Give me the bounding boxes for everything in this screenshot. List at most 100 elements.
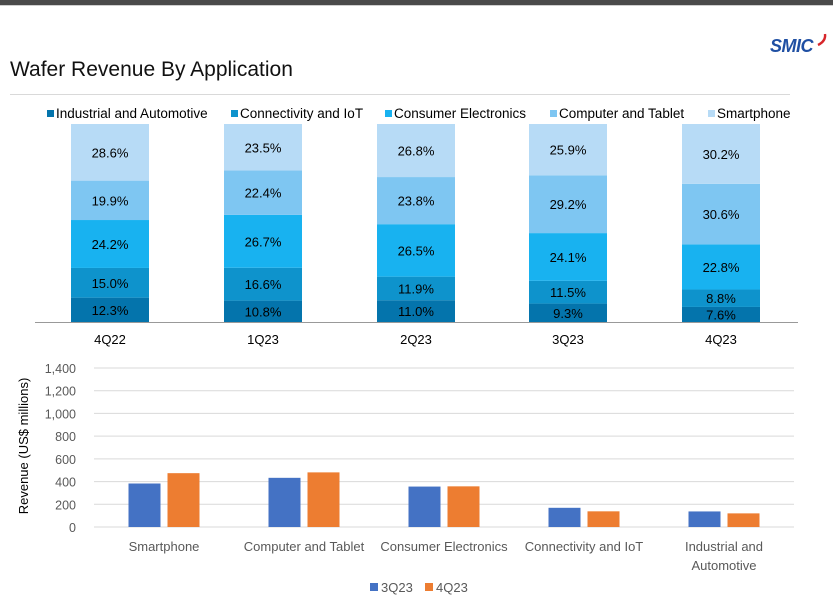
segment-label-smartphone-4q22: 28.6% bbox=[92, 145, 129, 160]
segment-computer-and-tablet-4q22 bbox=[71, 180, 149, 221]
segment-label-smartphone-1q23: 23.5% bbox=[245, 140, 282, 155]
segment-smartphone-1q23 bbox=[224, 124, 302, 171]
segment-connectivity-and-iot-3q23 bbox=[529, 280, 607, 304]
segment-label-consumer-electronics-3q23: 24.1% bbox=[550, 250, 587, 265]
y-tick-label-600: 600 bbox=[55, 453, 76, 467]
top-divider bbox=[0, 5, 833, 6]
segment-label-computer-and-tablet-4q23: 30.6% bbox=[703, 207, 740, 222]
segment-label-computer-and-tablet-4q22: 19.9% bbox=[92, 193, 129, 208]
segment-industrial-and-automotive-2q23 bbox=[377, 300, 455, 322]
bar-4q23-computer-and-tablet bbox=[307, 472, 340, 527]
legend-swatch-smartphone bbox=[708, 110, 715, 117]
segment-label-smartphone-2q23: 26.8% bbox=[398, 144, 435, 159]
y-tick-label-400: 400 bbox=[55, 476, 76, 490]
segment-label-connectivity-and-iot-1q23: 16.6% bbox=[245, 277, 282, 292]
y-tick-label-0: 0 bbox=[69, 521, 76, 535]
bar-3q23-smartphone bbox=[128, 483, 161, 527]
segment-industrial-and-automotive-1q23 bbox=[224, 300, 302, 322]
segment-label-computer-and-tablet-3q23: 29.2% bbox=[550, 197, 587, 212]
segment-computer-and-tablet-4q23 bbox=[682, 183, 760, 245]
y-tick-label-1200: 1,200 bbox=[45, 385, 76, 399]
segment-computer-and-tablet-2q23 bbox=[377, 177, 455, 225]
segment-consumer-electronics-4q23 bbox=[682, 244, 760, 290]
segment-consumer-electronics-1q23 bbox=[224, 214, 302, 268]
legend-label-4q23: 4Q23 bbox=[436, 580, 468, 595]
segment-smartphone-2q23 bbox=[377, 124, 455, 178]
y-tick-label-200: 200 bbox=[55, 498, 76, 512]
segment-label-consumer-electronics-4q23: 22.8% bbox=[703, 260, 740, 275]
bar-4q23-connectivity-and-iot bbox=[587, 511, 620, 527]
segment-computer-and-tablet-1q23 bbox=[224, 170, 302, 215]
bar-3q23-consumer-electronics bbox=[408, 486, 441, 527]
legend-label-industrial-and-automotive: Industrial and Automotive bbox=[56, 106, 208, 121]
y-tick-label-800: 800 bbox=[55, 430, 76, 444]
legend-label-smartphone: Smartphone bbox=[717, 106, 791, 121]
segment-consumer-electronics-3q23 bbox=[529, 233, 607, 281]
legend-label-connectivity-and-iot: Connectivity and IoT bbox=[240, 106, 363, 121]
segment-connectivity-and-iot-4q22 bbox=[71, 267, 149, 298]
segment-industrial-and-automotive-4q23 bbox=[682, 306, 760, 322]
bar-4q23-smartphone bbox=[167, 473, 200, 527]
segment-connectivity-and-iot-1q23 bbox=[224, 267, 302, 301]
x-tick-label-smartphone: Smartphone bbox=[129, 539, 200, 554]
legend-swatch-consumer-electronics bbox=[385, 110, 392, 117]
logo-swoosh-icon bbox=[817, 33, 827, 47]
bar-4q23-industrial-and-automotive bbox=[727, 513, 760, 527]
segment-label-connectivity-and-iot-4q23: 8.8% bbox=[706, 291, 736, 306]
segment-label-industrial-and-automotive-3q23: 9.3% bbox=[553, 306, 583, 321]
x-tick-label-4q22: 4Q22 bbox=[94, 332, 126, 347]
segment-label-connectivity-and-iot-3q23: 11.5% bbox=[550, 285, 586, 300]
bar-3q23-industrial-and-automotive bbox=[688, 511, 721, 527]
segment-industrial-and-automotive-3q23 bbox=[529, 303, 607, 322]
segment-label-consumer-electronics-4q22: 24.2% bbox=[92, 237, 129, 252]
segment-label-computer-and-tablet-1q23: 22.4% bbox=[245, 186, 282, 201]
segment-smartphone-3q23 bbox=[529, 124, 607, 176]
legend-label-3q23: 3Q23 bbox=[381, 580, 413, 595]
segment-consumer-electronics-2q23 bbox=[377, 224, 455, 277]
segment-computer-and-tablet-3q23 bbox=[529, 175, 607, 234]
bar-4q23-consumer-electronics bbox=[447, 486, 480, 527]
page-title: Wafer Revenue By Application bbox=[10, 58, 293, 81]
segment-label-industrial-and-automotive-4q22: 12.3% bbox=[92, 303, 129, 318]
revenue-bar-chart: 0 200 400 600 800 1,000 1,200 1,400 Revenue (US$… bbox=[16, 362, 794, 595]
segment-label-connectivity-and-iot-2q23: 11.9% bbox=[398, 281, 434, 296]
smic-logo: SMIC bbox=[770, 36, 814, 56]
segment-connectivity-and-iot-2q23 bbox=[377, 276, 455, 301]
segment-label-smartphone-3q23: 25.9% bbox=[550, 143, 587, 158]
bar-3q23-connectivity-and-iot bbox=[548, 507, 581, 527]
legend-swatch-3q23 bbox=[370, 583, 378, 591]
legend-label-computer-and-tablet: Computer and Tablet bbox=[559, 106, 684, 121]
segment-connectivity-and-iot-4q23 bbox=[682, 289, 760, 307]
x-tick-label-computer-and-tablet: Computer and Tablet bbox=[244, 539, 365, 554]
stacked-percent-chart: Industrial and Automotive Connectivity an… bbox=[35, 106, 798, 347]
segment-label-industrial-and-automotive-2q23: 11.0% bbox=[398, 304, 434, 319]
x-tick-label-3q23: 3Q23 bbox=[552, 332, 584, 347]
x-tick-label-2q23: 2Q23 bbox=[400, 332, 432, 347]
legend-label-consumer-electronics: Consumer Electronics bbox=[394, 106, 526, 121]
top-bar bbox=[0, 0, 833, 5]
x-tick-label-1q23: 1Q23 bbox=[247, 332, 279, 347]
x-tick-label-industrial-and-automotive: Industrial and Automotive bbox=[685, 539, 763, 573]
title-separator bbox=[10, 94, 790, 95]
legend-swatch-4q23 bbox=[425, 583, 433, 591]
segment-smartphone-4q23 bbox=[682, 124, 760, 184]
x-tick-label-consumer-electronics: Consumer Electronics bbox=[380, 539, 508, 554]
segment-smartphone-4q22 bbox=[71, 124, 149, 181]
segment-label-consumer-electronics-1q23: 26.7% bbox=[245, 234, 282, 249]
y-axis-label: Revenue (US$ millions) bbox=[16, 378, 31, 515]
legend-swatch-computer-and-tablet bbox=[550, 110, 557, 117]
segment-label-consumer-electronics-2q23: 26.5% bbox=[398, 243, 435, 258]
x-tick-label-connectivity-and-iot: Connectivity and IoT bbox=[525, 539, 644, 554]
legend-swatch-connectivity-and-iot bbox=[231, 110, 238, 117]
segment-label-smartphone-4q23: 30.2% bbox=[703, 147, 740, 162]
x-tick-label-4q23: 4Q23 bbox=[705, 332, 737, 347]
legend-swatch-industrial-and-automotive bbox=[47, 110, 54, 117]
y-tick-label-1000: 1,000 bbox=[45, 407, 76, 421]
bar-3q23-computer-and-tablet bbox=[268, 477, 301, 527]
segment-consumer-electronics-4q22 bbox=[71, 220, 149, 268]
segment-label-industrial-and-automotive-4q23: 7.6% bbox=[706, 307, 736, 322]
segment-industrial-and-automotive-4q22 bbox=[71, 297, 149, 322]
segment-label-connectivity-and-iot-4q22: 15.0% bbox=[92, 276, 129, 291]
segment-label-industrial-and-automotive-1q23: 10.8% bbox=[245, 304, 282, 319]
y-tick-label-1400: 1,400 bbox=[45, 362, 76, 376]
